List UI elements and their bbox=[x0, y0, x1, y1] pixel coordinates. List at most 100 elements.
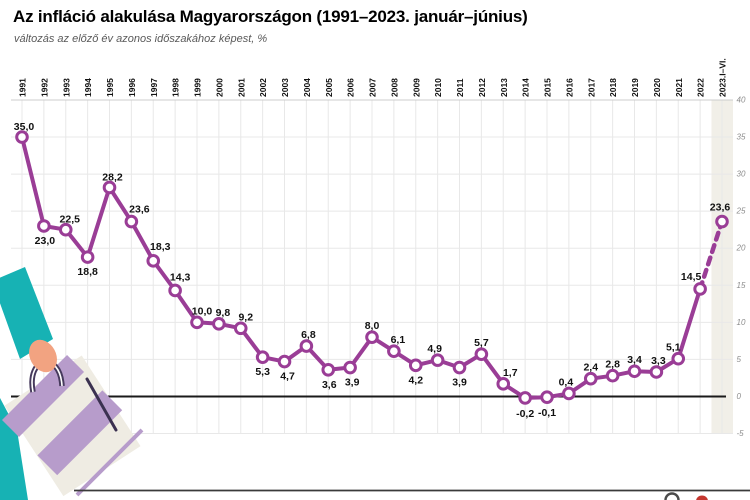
series-line-forecast bbox=[697, 219, 725, 292]
bag-edge-line bbox=[85, 377, 118, 432]
value-label: 3,3 bbox=[651, 355, 666, 367]
value-label: -0,2 bbox=[516, 408, 534, 420]
partial-logo-ring bbox=[664, 492, 680, 500]
shopping-bag-icon bbox=[1, 354, 144, 497]
value-label: 9,2 bbox=[238, 311, 253, 323]
x-axis-label: 1997 bbox=[149, 78, 159, 97]
value-label: 23,6 bbox=[710, 202, 731, 214]
data-point-2004 bbox=[299, 339, 314, 353]
data-point-2005 bbox=[321, 362, 336, 377]
data-point-1997 bbox=[146, 254, 161, 268]
value-label: 35,0 bbox=[14, 121, 35, 133]
y-axis-label: 35 bbox=[737, 133, 746, 142]
x-axis-label: 2008 bbox=[389, 78, 399, 97]
data-point-1993 bbox=[58, 222, 73, 237]
x-axis-label: 2023.I–VI. bbox=[718, 58, 728, 97]
value-label: 14,3 bbox=[170, 271, 191, 283]
x-axis-label: 2006 bbox=[346, 78, 356, 97]
value-label: 14,5 bbox=[681, 271, 702, 283]
x-axis-label: 2004 bbox=[302, 78, 312, 97]
value-label: 6,1 bbox=[391, 334, 406, 346]
value-label: 9,8 bbox=[216, 307, 231, 319]
data-point-2022 bbox=[693, 282, 707, 296]
chart-subtitle: változás az előző év azonos időszakához … bbox=[14, 33, 268, 45]
data-point-2009 bbox=[408, 358, 423, 373]
value-label: 5,1 bbox=[666, 342, 681, 354]
data-point-2012 bbox=[474, 347, 489, 362]
value-label: 1,7 bbox=[503, 367, 518, 379]
x-axis-label: 2012 bbox=[477, 78, 487, 97]
x-axis-label: 1998 bbox=[171, 78, 181, 97]
data-point-2001 bbox=[233, 321, 248, 336]
y-axis-label: -5 bbox=[737, 429, 745, 438]
value-label: 3,9 bbox=[452, 377, 467, 389]
value-label: 18,8 bbox=[77, 266, 98, 278]
x-axis-label: 2001 bbox=[236, 78, 246, 97]
value-label: 3,4 bbox=[627, 354, 642, 366]
value-label: 4,2 bbox=[408, 374, 423, 386]
x-axis-label: 1993 bbox=[61, 78, 71, 97]
y-axis-label: 10 bbox=[737, 318, 746, 327]
data-point-1998 bbox=[168, 283, 182, 298]
x-axis-label: 1999 bbox=[193, 78, 203, 97]
x-axis-label: 1994 bbox=[83, 78, 93, 97]
x-axis-label: 2003 bbox=[280, 78, 290, 97]
y-axis-label: 30 bbox=[737, 170, 746, 179]
arm-sleeve bbox=[0, 267, 53, 359]
data-point-2006 bbox=[343, 360, 357, 375]
series-line bbox=[20, 135, 703, 400]
value-label: 5,7 bbox=[474, 337, 489, 349]
x-axis-label: 1995 bbox=[105, 78, 115, 97]
y-axis-label: 15 bbox=[737, 281, 746, 290]
data-point-2008 bbox=[387, 344, 401, 359]
x-axis-label: 2018 bbox=[608, 78, 618, 97]
data-point-1991 bbox=[15, 130, 29, 144]
value-label: 23,6 bbox=[129, 204, 150, 216]
value-label: 8,0 bbox=[365, 320, 380, 332]
y-axis-label: 25 bbox=[736, 207, 746, 216]
x-axis-label: 2013 bbox=[499, 78, 509, 97]
y-axis-label: 20 bbox=[736, 244, 746, 253]
value-label: 5,3 bbox=[255, 366, 270, 378]
hand bbox=[29, 339, 57, 373]
value-label: 2,4 bbox=[583, 362, 598, 374]
data-point-2021 bbox=[671, 351, 686, 366]
x-axis-label: 2002 bbox=[258, 78, 268, 97]
data-point-1995 bbox=[102, 180, 117, 195]
x-axis-label: 2014 bbox=[521, 78, 531, 97]
x-axis-label: 1996 bbox=[127, 78, 137, 97]
value-label: 22,5 bbox=[60, 214, 81, 226]
x-axis-label: 2016 bbox=[564, 78, 574, 97]
x-axis-label: 2021 bbox=[674, 78, 684, 97]
data-point-1999 bbox=[190, 315, 204, 330]
data-point-2020 bbox=[649, 365, 664, 379]
data-point-2011 bbox=[452, 360, 467, 375]
value-label: 10,0 bbox=[192, 305, 213, 317]
value-label: 4,9 bbox=[427, 343, 442, 355]
data-point-2017 bbox=[583, 371, 598, 386]
x-axis-label: 2019 bbox=[630, 78, 640, 97]
x-axis-label: 2015 bbox=[543, 78, 553, 97]
data-point-2014 bbox=[518, 391, 532, 405]
y-axis-label: 5 bbox=[737, 355, 742, 364]
data-point-2016 bbox=[562, 386, 576, 401]
value-label: 23,0 bbox=[35, 235, 56, 247]
data-point-1994 bbox=[80, 250, 95, 264]
value-label: 0,4 bbox=[559, 376, 574, 388]
x-axis-label: 2009 bbox=[411, 78, 421, 97]
value-label: 3,9 bbox=[345, 377, 360, 389]
data-point-2015 bbox=[540, 390, 554, 404]
value-label: 28,2 bbox=[102, 171, 123, 183]
x-axis-label: 2005 bbox=[324, 78, 334, 97]
value-label: 4,7 bbox=[280, 371, 295, 383]
data-point-2000 bbox=[212, 317, 226, 331]
chart-title: Az infláció alakulása Magyarországon (19… bbox=[13, 7, 528, 26]
data-point-2002 bbox=[255, 350, 270, 364]
data-point-1996 bbox=[124, 214, 139, 229]
data-point-2003 bbox=[277, 354, 292, 369]
value-label: -0,1 bbox=[538, 407, 556, 419]
x-axis-label: 2007 bbox=[368, 78, 378, 97]
value-label: 18,3 bbox=[150, 241, 171, 253]
